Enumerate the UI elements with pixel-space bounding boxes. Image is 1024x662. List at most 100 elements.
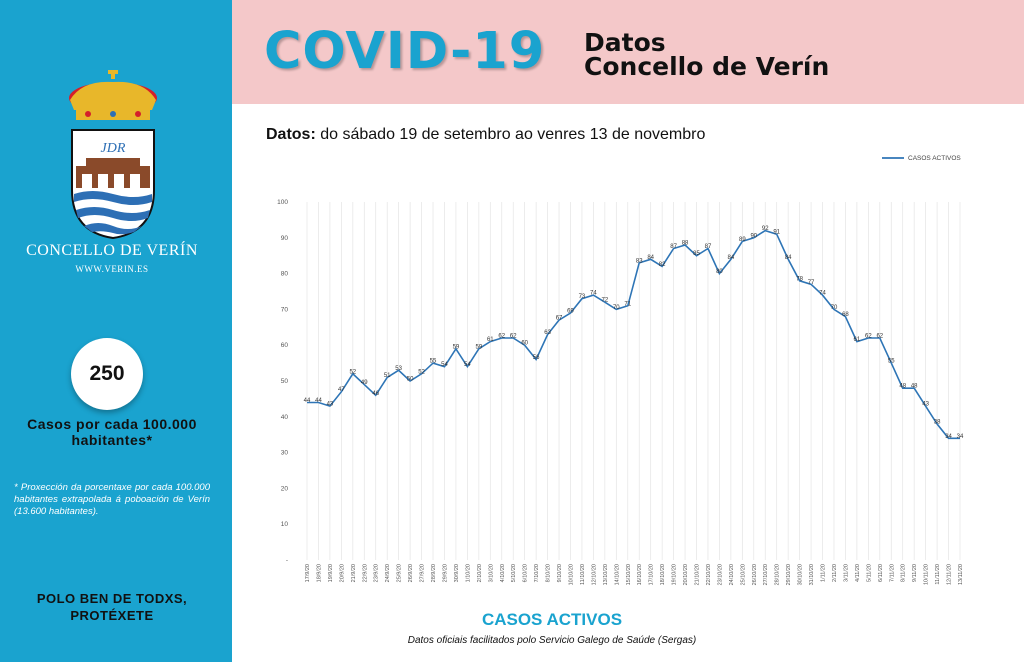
x-tick-label: 8/10/20	[546, 564, 552, 582]
x-tick-label: 18/9/20	[316, 564, 322, 582]
x-tick-label: 3/11/20	[843, 564, 849, 582]
rate-label: Casos por cada 100.000 habitantes*	[27, 416, 197, 448]
data-label: 60	[521, 341, 528, 347]
data-label: 34	[945, 434, 952, 440]
subtitle-line-1: Datos	[584, 28, 666, 57]
data-label: 84	[728, 255, 735, 261]
data-label: 59	[453, 344, 460, 350]
x-tick-label: 11/11/20	[935, 564, 941, 585]
x-tick-label: 20/10/20	[683, 564, 689, 585]
coat-of-arms-logo: JDR	[69, 70, 157, 240]
rate-note: * Proxección da porcentaxe por cada 100.…	[14, 482, 210, 517]
x-tick-label: 28/9/20	[431, 564, 437, 582]
data-label: 61	[854, 337, 861, 343]
data-label: 55	[430, 359, 437, 365]
data-label: 48	[899, 384, 906, 390]
data-label: 92	[762, 226, 769, 232]
data-label: 74	[819, 291, 826, 297]
data-label: 52	[418, 369, 425, 375]
chart-source: Datos oficiais facilitados polo Servicio…	[407, 635, 697, 646]
y-tick-label: 40	[281, 414, 289, 421]
sidebar: JDR CONCELLO DE VERÍN WWW.VERIN.ES 250 C…	[0, 0, 232, 662]
data-label: 43	[327, 402, 334, 408]
x-tick-label: 4/10/20	[500, 564, 506, 582]
data-label: 62	[498, 334, 505, 340]
data-label: 54	[464, 362, 471, 368]
data-label: 84	[785, 255, 792, 261]
data-label: 44	[315, 398, 322, 404]
data-label: 71	[624, 301, 631, 307]
data-label: 50	[407, 377, 414, 383]
rate-badge: 250	[71, 338, 143, 410]
y-tick-label: 20	[281, 485, 289, 492]
x-tick-label: 9/10/20	[557, 564, 563, 582]
y-tick-label: 90	[281, 235, 289, 242]
legend-label: CASOS ACTIVOS	[908, 155, 961, 162]
data-label: 62	[510, 334, 517, 340]
x-tick-label: 16/10/20	[637, 564, 643, 585]
data-label: 69	[567, 308, 574, 314]
chart-title: CASOS ACTIVOS	[481, 610, 623, 629]
x-tick-label: 28/10/20	[775, 564, 781, 585]
data-label: 90	[750, 233, 757, 239]
line-chart: - 10 20 30 40 50 60 70 80 90 100 17/9/20 18/9/20 19/9…	[277, 155, 964, 585]
x-tick-label: 30/10/20	[798, 564, 804, 585]
x-tick-label: 22/10/20	[706, 564, 712, 585]
data-label: 83	[636, 258, 643, 264]
x-tick-label: 3/10/20	[488, 564, 494, 582]
x-tick-label: 2/10/20	[477, 564, 483, 582]
x-tick-label: 23/9/20	[374, 564, 380, 582]
x-tick-label: 12/10/20	[591, 564, 597, 585]
x-tick-label: 22/9/20	[362, 564, 368, 582]
date-range-label: Datos:	[266, 126, 316, 143]
x-tick-label: 23/10/20	[717, 564, 723, 585]
y-tick-label: 70	[281, 306, 289, 313]
data-label: 89	[739, 237, 746, 243]
x-tick-label: 2/11/20	[832, 564, 838, 582]
data-label: 77	[808, 280, 815, 286]
date-range-text: do sábado 19 de setembro ao venres 13 de…	[320, 126, 706, 143]
x-tick-label: 24/10/20	[729, 564, 735, 585]
x-tick-label: 25/9/20	[397, 564, 403, 582]
data-label: 54	[441, 362, 448, 368]
data-label: 62	[865, 334, 872, 340]
slogan: POLO BEN DE TODXS, PROTÉXETE	[8, 590, 216, 624]
data-label: 70	[831, 305, 838, 311]
data-label: 47	[338, 387, 345, 393]
x-tick-label: 19/10/20	[672, 564, 678, 585]
data-label: 82	[659, 262, 666, 268]
data-label: 59	[475, 344, 482, 350]
x-tick-label: 29/9/20	[442, 564, 448, 582]
y-tick-label: 10	[281, 521, 289, 528]
data-label: 68	[842, 312, 849, 318]
x-tick-label: 21/10/20	[695, 564, 701, 585]
data-label: 63	[544, 330, 551, 336]
town-name: CONCELLO DE VERÍN	[26, 242, 198, 259]
x-tick-label: 24/9/20	[385, 564, 391, 582]
x-tick-label: 17/10/20	[649, 564, 655, 585]
x-tick-label: 27/10/20	[763, 564, 769, 585]
x-tick-label: 1/10/20	[465, 564, 471, 582]
data-label: 74	[590, 291, 597, 297]
x-tick-label: 13/10/20	[603, 564, 609, 585]
page-title: COVID-19	[264, 22, 546, 81]
data-label: 85	[693, 251, 700, 257]
slogan-line-1: POLO BEN DE TODXS,	[36, 591, 188, 606]
x-tick-label: 5/11/20	[866, 564, 872, 582]
x-tick-label: 30/9/20	[454, 564, 460, 582]
subtitle-line-2: Concello de Verín	[584, 52, 830, 81]
data-label: 87	[670, 244, 677, 250]
data-label: 72	[602, 298, 609, 304]
x-tick-label: 10/10/20	[568, 564, 574, 585]
x-tick-label: 9/11/20	[912, 564, 918, 582]
x-tick-label: 13/11/20	[958, 564, 964, 585]
x-tick-label: 15/10/20	[626, 564, 632, 585]
data-label: 38	[934, 419, 941, 425]
x-tick-label: 12/11/20	[947, 564, 953, 585]
x-tick-label: 27/9/20	[420, 564, 426, 582]
svg-text:JDR: JDR	[101, 141, 126, 156]
data-label: 62	[876, 334, 883, 340]
x-tick-label: 10/11/20	[924, 564, 930, 585]
data-label: 53	[395, 366, 402, 372]
x-tick-label: 17/9/20	[305, 564, 311, 582]
